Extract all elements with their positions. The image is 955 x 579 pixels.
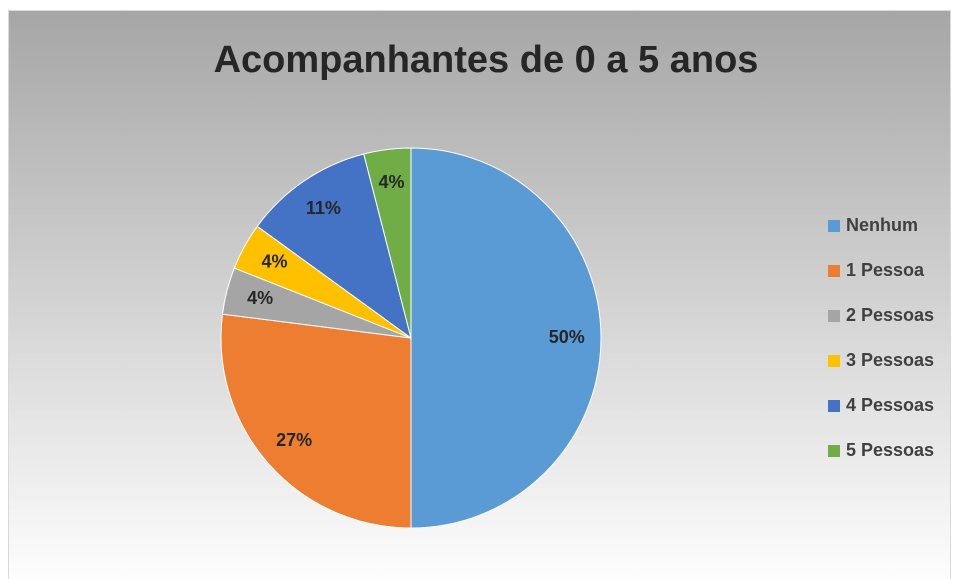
- data-label: 11%: [306, 198, 341, 218]
- pie: 50% 27% 4% 4% 11% 4%: [220, 147, 602, 529]
- data-label: 50%: [549, 327, 585, 347]
- data-label: 4%: [247, 288, 273, 308]
- legend-swatch: [828, 445, 840, 457]
- pie-slice: [220, 313, 412, 529]
- pie-slice: [363, 147, 412, 339]
- pie-slice: [256, 153, 412, 340]
- legend-label: Nenhum: [846, 215, 918, 235]
- data-label: 27%: [276, 430, 312, 450]
- pie-slice: [410, 147, 602, 529]
- legend-swatch: [828, 220, 840, 232]
- legend-swatch: [828, 310, 840, 322]
- data-label: 4%: [378, 172, 404, 192]
- chart-title: Acompanhantes de 0 a 5 anos: [214, 39, 759, 81]
- legend-label: 1 Pessoa: [846, 260, 925, 280]
- legend-swatch: [828, 265, 840, 277]
- legend-label: 3 Pessoas: [846, 350, 934, 370]
- legend-swatch: [828, 355, 840, 367]
- data-label: 4%: [261, 252, 287, 272]
- legend-label: 2 Pessoas: [846, 305, 934, 325]
- legend: Nenhum 1 Pessoa 2 Pessoas 3 Pessoas 4 Pessoa…: [828, 215, 934, 460]
- legend-label: 5 Pessoas: [846, 440, 934, 460]
- legend-label: 4 Pessoas: [846, 395, 934, 415]
- legend-swatch: [828, 400, 840, 412]
